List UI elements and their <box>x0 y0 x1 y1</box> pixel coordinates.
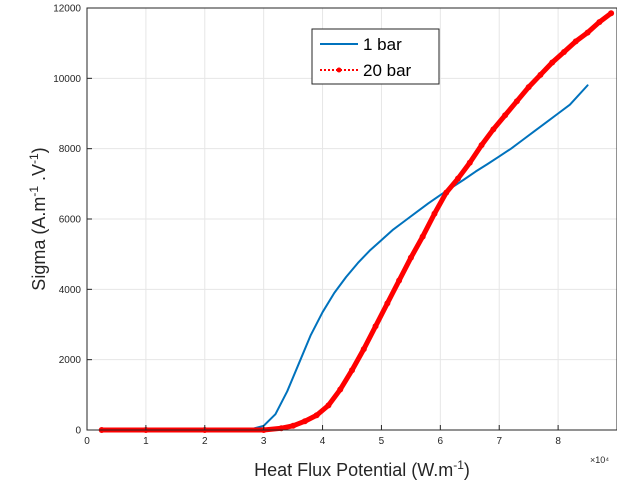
series-marker-20-bar <box>372 323 379 330</box>
series-marker-20-bar <box>561 48 567 55</box>
series-marker-20-bar <box>349 367 355 374</box>
x-tick-label: 7 <box>496 436 502 447</box>
series-marker-20-bar <box>572 38 579 45</box>
series-marker-20-bar <box>502 112 509 119</box>
x-axis-label-main: Heat Flux Potential (W.m <box>254 460 453 480</box>
y-tick-label: 8000 <box>59 144 82 155</box>
series-marker-20-bar <box>608 10 615 17</box>
series-marker-20-bar <box>384 300 391 307</box>
series-marker-20-bar <box>325 402 332 409</box>
y-tick-label: 10000 <box>53 74 81 85</box>
series-marker-20-bar <box>443 189 450 196</box>
y-tick-label: 12000 <box>53 4 81 15</box>
x-axis-label-exponent: -1 <box>453 458 464 472</box>
series-marker-20-bar <box>466 159 473 166</box>
series-marker-20-bar <box>549 59 556 66</box>
series-marker-20-bar <box>537 71 544 78</box>
series-marker-20-bar <box>478 142 485 149</box>
x-tick-label: 4 <box>320 436 326 447</box>
series-marker-20-bar <box>455 175 461 182</box>
series-marker-20-bar <box>596 19 603 26</box>
series-marker-20-bar <box>313 412 320 419</box>
series-marker-20-bar <box>407 254 414 261</box>
x-axis-label-end: ) <box>464 460 470 480</box>
series-marker-20-bar <box>513 98 520 105</box>
y-axis-ticks: 0 2000 4000 6000 8000 10000 12000 <box>53 4 92 437</box>
x-tick-label: 8 <box>555 436 561 447</box>
legend-label-1-bar: 1 bar <box>363 35 402 54</box>
legend-marker-20-bar <box>336 67 342 73</box>
x-tick-label: 2 <box>202 436 208 447</box>
series-marker-20-bar <box>290 422 297 429</box>
series-marker-20-bar <box>396 277 403 284</box>
y-tick-label: 2000 <box>59 355 82 366</box>
x-axis-label: Heat Flux Potential (W.m-1) <box>254 458 470 480</box>
series-marker-20-bar <box>431 210 438 217</box>
x-tick-label: 6 <box>438 436 444 447</box>
y-axis-label-exponent-2: -1 <box>27 153 41 164</box>
y-axis-label: Sigma (A.m-1 .V-1) <box>27 147 49 290</box>
y-axis-label-exponent-1: -1 <box>27 186 41 197</box>
x-tick-label: 1 <box>143 436 149 447</box>
x-tick-label: 0 <box>84 436 90 447</box>
y-tick-label: 6000 <box>59 215 82 226</box>
x-axis-multiplier: ×10⁴ <box>590 455 609 465</box>
series-marker-20-bar <box>584 29 591 36</box>
y-axis-label-main: Sigma (A.m <box>29 197 49 291</box>
series-line-1-bar <box>100 84 589 431</box>
y-tick-label: 4000 <box>59 285 82 296</box>
x-tick-label: 3 <box>261 436 267 447</box>
x-tick-label: 5 <box>379 436 385 447</box>
y-tick-label: 0 <box>75 426 81 437</box>
series-marker-20-bar <box>301 418 308 425</box>
legend-label-20-bar: 20 bar <box>363 61 412 80</box>
legend-box <box>311 28 440 85</box>
y-axis-label-mid: .V <box>29 164 49 186</box>
legend: 1 bar 20 bar <box>311 28 440 85</box>
x-axis-ticks: 0 1 2 3 4 5 6 7 8 <box>84 425 561 447</box>
series-marker-20-bar <box>337 386 344 393</box>
series-marker-20-bar <box>419 233 426 240</box>
series-marker-20-bar <box>490 126 497 133</box>
y-axis-label-end: ) <box>29 147 49 153</box>
series-marker-20-bar <box>525 84 532 91</box>
series-marker-20-bar <box>360 346 367 353</box>
